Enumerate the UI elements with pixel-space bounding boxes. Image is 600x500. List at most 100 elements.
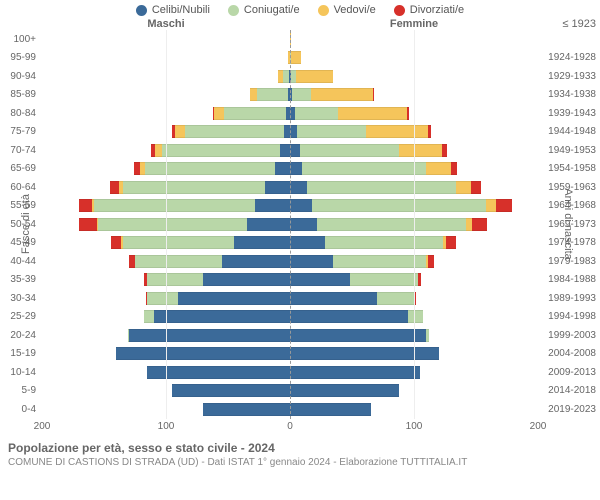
bar-segment: [399, 144, 442, 157]
bar-pair: [42, 67, 538, 86]
bar-segment: [290, 236, 325, 249]
birth-year-label: 1934-1938: [538, 89, 600, 100]
bars-female: [290, 366, 538, 379]
bar-segment: [442, 144, 447, 157]
legend: Celibi/NubiliConiugati/eVedovi/eDivorzia…: [0, 0, 600, 18]
table-row: 45-49 1974-1978: [0, 234, 600, 253]
table-row: 55-59 1964-1968: [0, 197, 600, 216]
birth-year-label: 1924-1928: [538, 52, 600, 63]
legend-swatch: [318, 5, 329, 16]
bar-segment: [295, 107, 338, 120]
table-row: 10-142009-2013: [0, 363, 600, 382]
birth-year-label: 1944-1948: [538, 126, 600, 137]
bars-male: [42, 125, 290, 138]
age-label: 20-24: [0, 330, 42, 341]
bars-male: [42, 403, 290, 416]
bars-female: [290, 70, 538, 83]
bars-male: [42, 199, 290, 212]
bar-segment: [224, 107, 286, 120]
bar-pair: [42, 400, 538, 419]
bar-segment: [129, 329, 290, 342]
bar-segment: [147, 292, 178, 305]
bar-segment: [178, 292, 290, 305]
birth-year-label: 1939-1943: [538, 108, 600, 119]
bars-male: [42, 236, 290, 249]
header-male: Maschi: [42, 18, 290, 30]
bar-segment: [257, 88, 288, 101]
age-label: 55-59: [0, 200, 42, 211]
table-row: 5-92014-2018: [0, 382, 600, 401]
birth-year-label: 1964-1968: [538, 200, 600, 211]
bar-pair: [42, 382, 538, 401]
bars-female: [290, 162, 538, 175]
bar-segment: [291, 51, 301, 64]
bar-pair: [42, 234, 538, 253]
birth-year-label: 1974-1978: [538, 237, 600, 248]
birth-year-label: 1954-1958: [538, 163, 600, 174]
x-tick: 200: [530, 421, 547, 432]
age-label: 100+: [0, 34, 42, 45]
bar-segment: [172, 384, 290, 397]
bar-segment: [325, 236, 443, 249]
bars-male: [42, 162, 290, 175]
birth-year-label: 2004-2008: [538, 348, 600, 359]
table-row: 40-441979-1983: [0, 252, 600, 271]
bar-segment: [290, 181, 307, 194]
birth-year-label: 1984-1988: [538, 274, 600, 285]
bar-segment: [407, 107, 409, 120]
birth-year-label: 1999-2003: [538, 330, 600, 341]
chart-rows: 100+95-991924-192890-941929-193385-89193…: [0, 30, 600, 419]
caption-subtitle: COMUNE DI CASTIONS DI STRADA (UD) - Dati…: [8, 457, 592, 468]
bar-pair: [42, 197, 538, 216]
bars-female: [290, 125, 538, 138]
bar-segment: [111, 236, 121, 249]
bar-segment: [175, 125, 185, 138]
bar-segment: [307, 181, 456, 194]
legend-item: Divorziati/e: [394, 4, 464, 16]
bar-segment: [290, 403, 371, 416]
bars-male: [42, 273, 290, 286]
bar-segment: [290, 310, 408, 323]
bars-female: [290, 88, 538, 101]
bar-segment: [290, 273, 350, 286]
bar-segment: [147, 366, 290, 379]
x-tick: 200: [34, 421, 51, 432]
bar-segment: [333, 255, 426, 268]
bars-female: [290, 255, 538, 268]
age-label: 45-49: [0, 237, 42, 248]
bar-segment: [79, 199, 91, 212]
bar-segment: [290, 329, 426, 342]
bars-female: [290, 199, 538, 212]
bar-segment: [486, 199, 496, 212]
bar-segment: [147, 273, 203, 286]
bars-male: [42, 218, 290, 231]
bars-female: [290, 310, 538, 323]
bar-segment: [297, 125, 365, 138]
bar-segment: [222, 255, 290, 268]
bars-male: [42, 255, 290, 268]
bar-segment: [144, 310, 154, 323]
age-label: 10-14: [0, 367, 42, 378]
legend-swatch: [394, 5, 405, 16]
bars-male: [42, 181, 290, 194]
bars-female: [290, 403, 538, 416]
age-label: 60-64: [0, 182, 42, 193]
bar-pair: [42, 86, 538, 105]
bar-segment: [317, 218, 466, 231]
table-row: 80-841939-1943: [0, 104, 600, 123]
bar-segment: [377, 292, 414, 305]
legend-label: Divorziati/e: [410, 4, 464, 16]
bars-male: [42, 144, 290, 157]
x-tick: 100: [158, 421, 175, 432]
bars-male: [42, 310, 290, 323]
bars-male: [42, 347, 290, 360]
bar-segment: [247, 218, 290, 231]
birth-year-label: 1994-1998: [538, 311, 600, 322]
bar-segment: [300, 144, 399, 157]
bars-female: [290, 236, 538, 249]
bars-male: [42, 384, 290, 397]
birth-year-label: 1989-1993: [538, 293, 600, 304]
bar-pair: [42, 104, 538, 123]
x-axis: 2001000 100200: [0, 421, 600, 435]
bar-segment: [234, 236, 290, 249]
